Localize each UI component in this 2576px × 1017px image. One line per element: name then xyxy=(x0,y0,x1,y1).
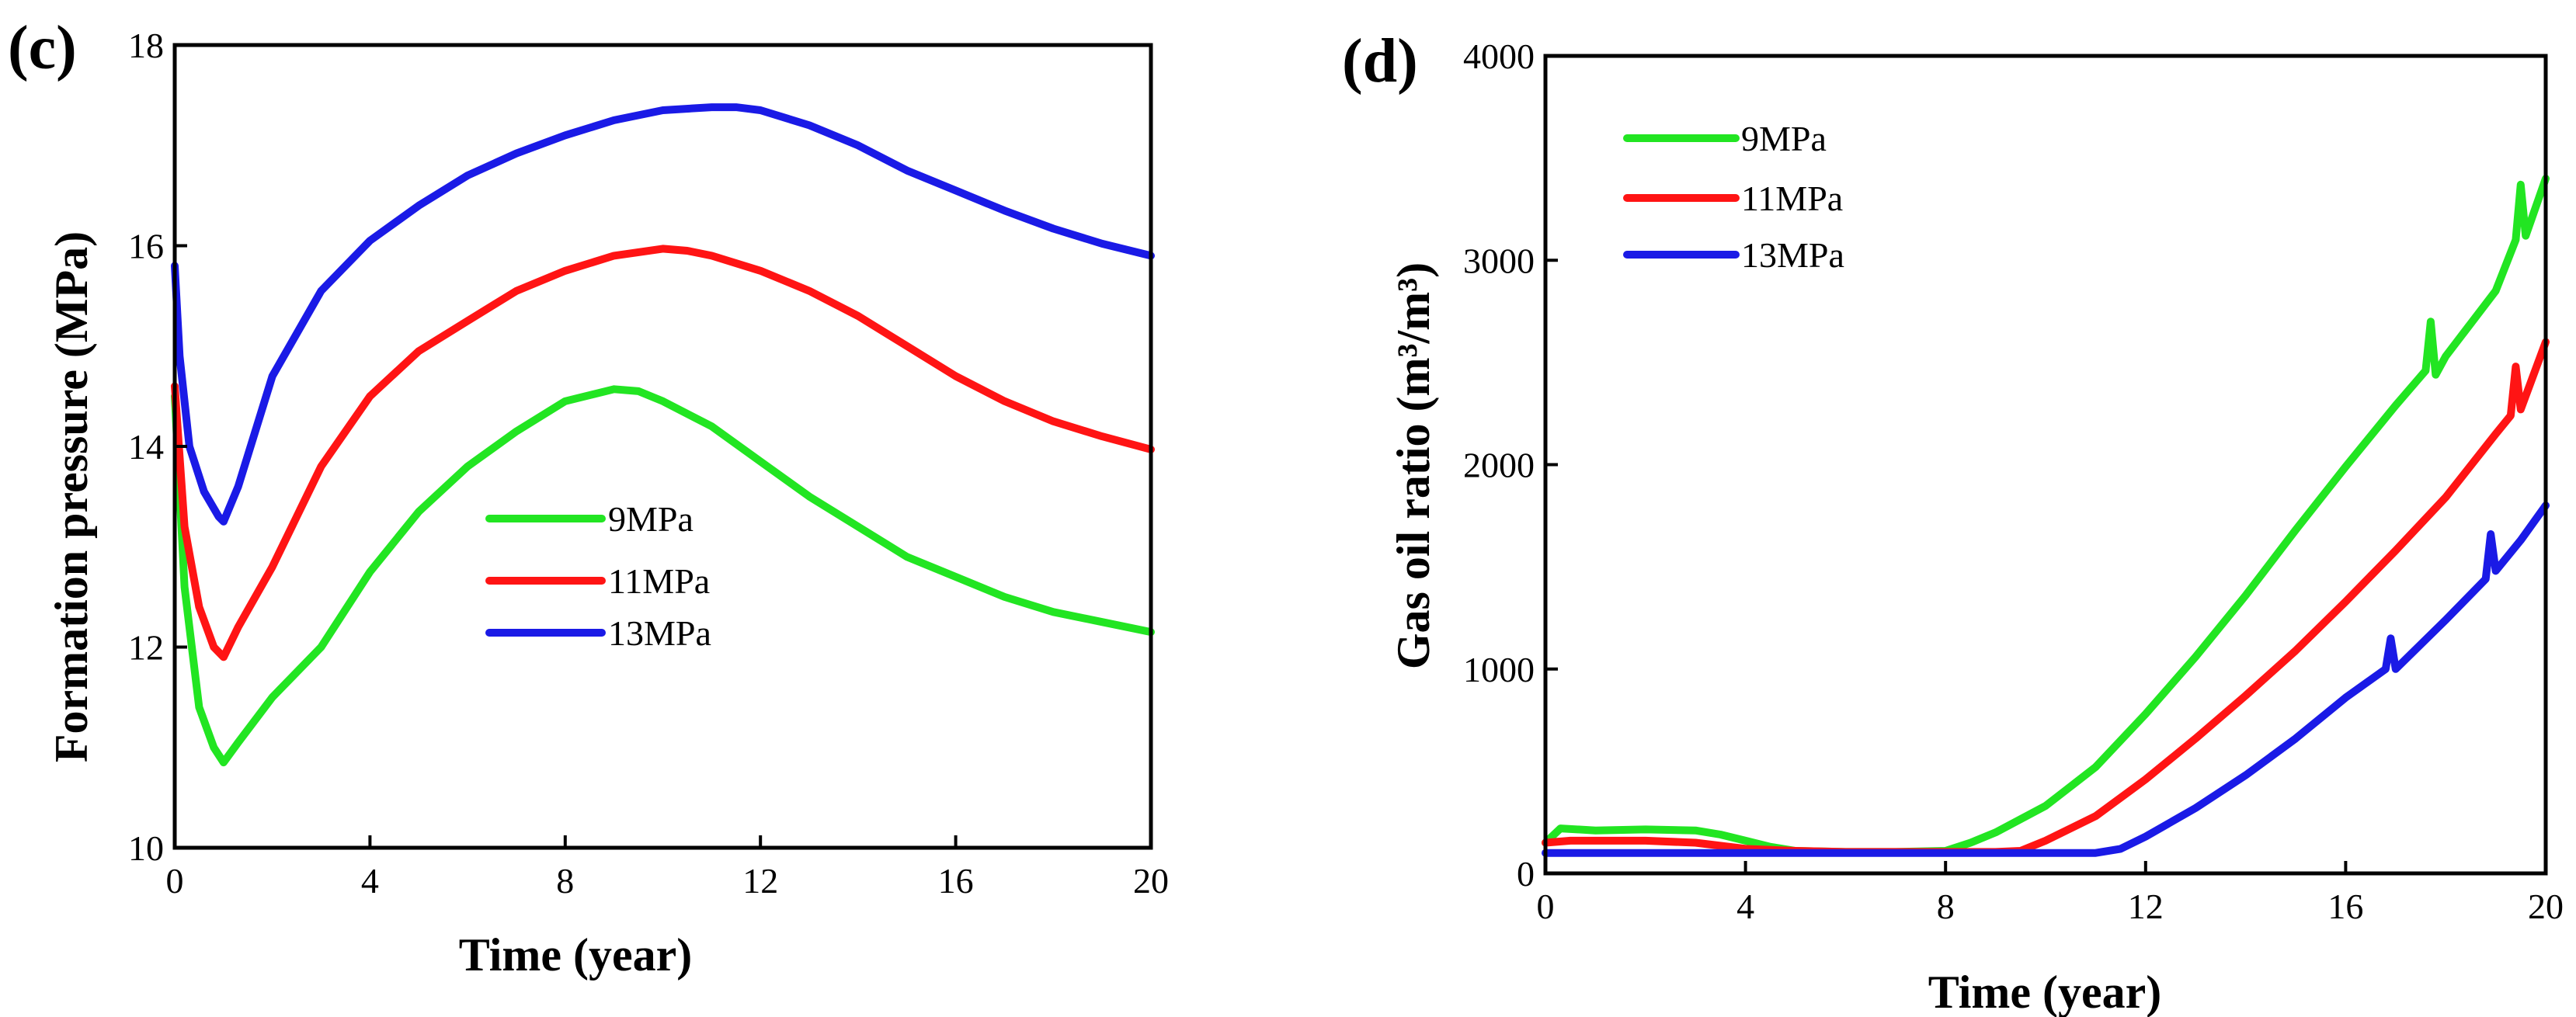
panel-d-legend: 9MPa 11MPa 13MPa xyxy=(1623,119,1844,275)
panel-c-y-tick-label: 18 xyxy=(128,26,164,65)
panel-c-y-tick-label: 14 xyxy=(128,427,164,467)
legend-item-11mpa: 11MPa xyxy=(485,561,710,601)
panel-c-y-tick-label: 12 xyxy=(128,628,164,668)
panel-c-x-tick-label: 4 xyxy=(361,861,379,901)
panel-d-axes-frame xyxy=(1543,54,2548,876)
legend-label-9mpa: 9MPa xyxy=(608,499,694,539)
panel-d-series-line-9mpa xyxy=(1542,175,2550,856)
panel-d-gas-oil-ratio-chart: (d) 0 4 8 12 16 20 0 1000 2000 3000 4000 Time (yea… xyxy=(1342,27,2564,1017)
panel-c-y-tick-label: 10 xyxy=(128,828,164,868)
panel-c-x-tick-label: 0 xyxy=(166,861,184,901)
panel-d-plot-area: 0 4 8 12 16 20 0 1000 2000 3000 4000 xyxy=(1463,36,2564,926)
panel-d-label: (d) xyxy=(1342,27,1418,95)
panel-d-x-tick-label: 4 xyxy=(1736,887,1754,926)
panel-d-series-line-11mpa xyxy=(1542,338,2550,856)
legend-label-9mpa: 9MPa xyxy=(1741,119,1827,158)
legend-label-11mpa: 11MPa xyxy=(608,561,710,601)
panel-d-x-tick-label: 16 xyxy=(2327,887,2363,926)
panel-d-y-tick-label: 3000 xyxy=(1463,241,1535,280)
panel-d-y-tick-label: 0 xyxy=(1517,854,1535,894)
panel-c-x-tick-label: 8 xyxy=(556,861,574,901)
panel-c-x-tick-label: 12 xyxy=(742,861,778,901)
panel-c-legend: 9MPa 11MPa 13MPa xyxy=(485,499,711,653)
panel-c-x-tick-label: 16 xyxy=(938,861,974,901)
legend-item-13mpa: 13MPa xyxy=(1623,235,1844,275)
panel-c-x-tick-label: 20 xyxy=(1133,861,1169,901)
panel-d-x-tick-label: 0 xyxy=(1537,887,1555,926)
legend-item-11mpa: 11MPa xyxy=(1623,179,1843,218)
legend-item-9mpa: 9MPa xyxy=(1623,119,1827,158)
panel-c-y-axis-title: Formation pressure (MPa) xyxy=(46,231,97,762)
panel-c-label: (c) xyxy=(8,14,77,82)
legend-item-9mpa: 9MPa xyxy=(485,499,694,539)
panel-d-x-tick-label: 20 xyxy=(2528,887,2564,926)
panel-d-x-axis-title: Time (year) xyxy=(1928,967,2161,1017)
legend-label-13mpa: 13MPa xyxy=(1741,235,1844,275)
legend-label-11mpa: 11MPa xyxy=(1741,179,1843,218)
panel-c-pressure-chart: (c) 0 4 8 12 16 20 10 12 14 16 18 Time (year) Form… xyxy=(8,14,1169,981)
panel-d-y-axis-title: Gas oil ratio (m³/m³) xyxy=(1388,262,1439,669)
legend-label-13mpa: 13MPa xyxy=(608,613,711,653)
panel-d-y-tick-label: 2000 xyxy=(1463,446,1535,485)
panel-c-y-tick-label: 16 xyxy=(128,227,164,266)
panel-d-x-tick-label: 12 xyxy=(2128,887,2164,926)
panel-d-y-tick-label: 4000 xyxy=(1463,36,1535,76)
panel-d-series-line-13mpa xyxy=(1542,502,2550,857)
panel-c-series-line-9mpa xyxy=(171,385,1155,767)
panel-c-series-line-11mpa xyxy=(171,245,1155,661)
panel-c-axes-frame xyxy=(172,43,1153,850)
panel-d-x-tick-label: 8 xyxy=(1937,887,1955,926)
panel-c-series-line-13mpa xyxy=(171,103,1155,526)
panel-d-y-tick-label: 1000 xyxy=(1463,650,1535,689)
panel-c-x-axis-title: Time (year) xyxy=(459,929,692,981)
panel-c-plot-area: 0 4 8 12 16 20 10 12 14 16 18 xyxy=(128,26,1169,901)
legend-item-13mpa: 13MPa xyxy=(485,613,711,653)
